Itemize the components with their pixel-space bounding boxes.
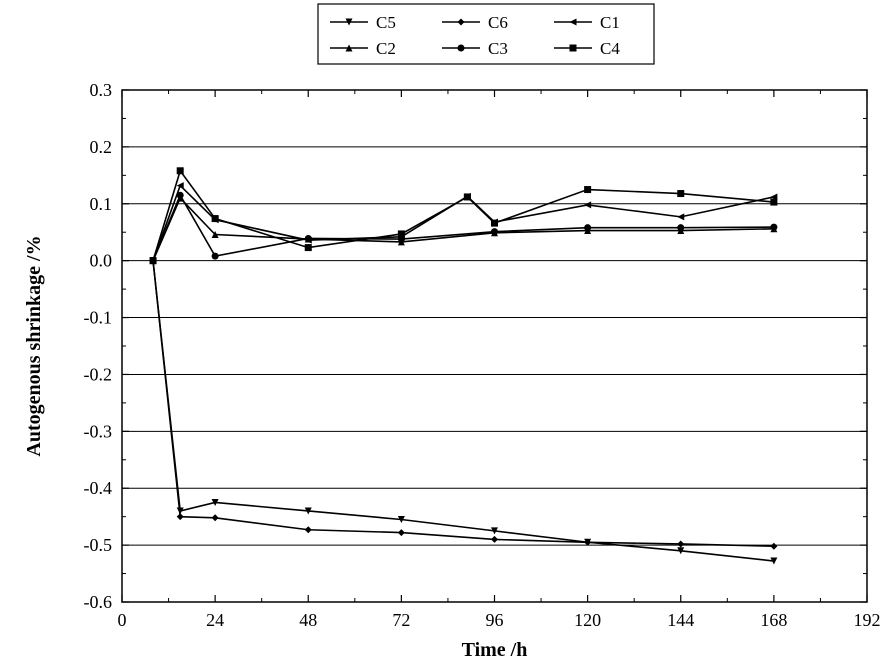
y-tick-label: 0.2 [90, 137, 113, 157]
y-tick-label: -0.6 [84, 592, 113, 612]
legend-label-C1: C1 [600, 13, 620, 32]
y-tick-label: -0.1 [84, 308, 113, 328]
x-tick-label: 24 [206, 610, 224, 630]
y-tick-label: -0.2 [84, 364, 113, 384]
legend-label-C3: C3 [488, 39, 508, 58]
y-tick-label: -0.4 [84, 478, 113, 498]
legend-label-C6: C6 [488, 13, 508, 32]
x-tick-label: 192 [854, 610, 881, 630]
legend-label-C2: C2 [376, 39, 396, 58]
chart-container: 0 24 48 72 96 120 144 168 192 -0.6 -0.5 -0.4 -0.3 -0.… [0, 0, 890, 662]
x-tick-label: 0 [118, 610, 127, 630]
legend-label-C4: C4 [600, 39, 620, 58]
x-tick-label: 144 [667, 610, 694, 630]
x-tick-label: 96 [486, 610, 504, 630]
y-tick-label: 0.3 [90, 80, 113, 100]
x-axis-label: Time /h [462, 639, 528, 661]
y-axis-label: Autogenous shrinkage /% [23, 235, 45, 456]
x-tick-label: 168 [760, 610, 787, 630]
y-tick-label: 0.1 [90, 194, 113, 214]
line-chart: 0 24 48 72 96 120 144 168 192 -0.6 -0.5 -0.4 -0.3 -0.… [0, 0, 890, 662]
x-tick-label: 120 [574, 610, 601, 630]
legend-label-C5: C5 [376, 13, 396, 32]
x-tick-label: 48 [299, 610, 317, 630]
y-tick-label: -0.5 [84, 535, 113, 555]
x-tick-label: 72 [392, 610, 410, 630]
legend: C5 C6 C1 C2 C3 C4 [318, 4, 654, 64]
y-tick-label: -0.3 [84, 421, 113, 441]
y-tick-label: 0.0 [90, 251, 113, 271]
